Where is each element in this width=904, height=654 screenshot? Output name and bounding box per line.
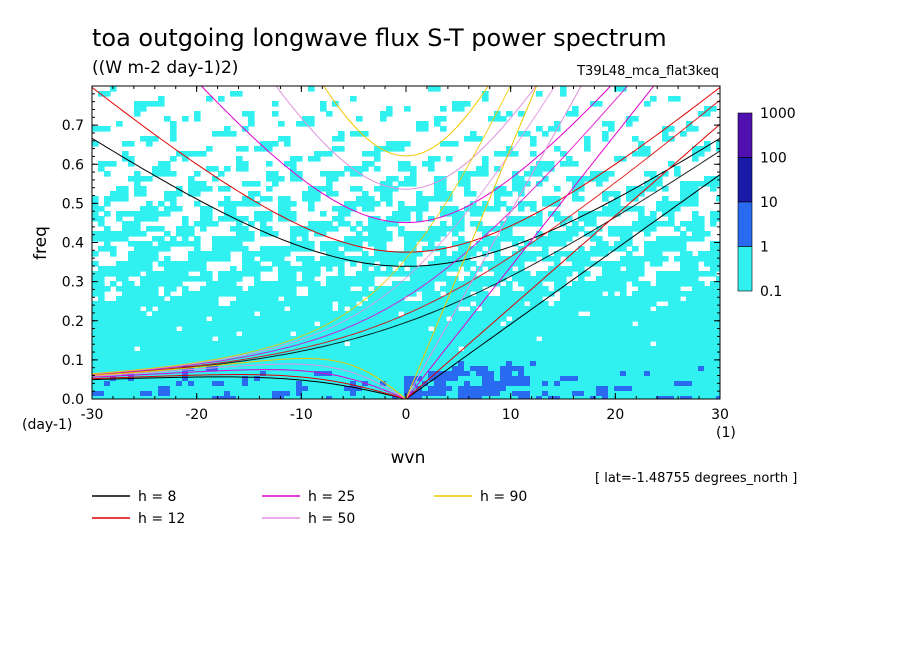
y-unit-label: (day-1) bbox=[22, 417, 72, 433]
y-axis-label: freq bbox=[31, 226, 51, 260]
legend-entry: h = 50 bbox=[262, 511, 355, 527]
x-tick-label: -20 bbox=[185, 407, 208, 423]
legend-entry: h = 25 bbox=[262, 489, 355, 505]
x-tick-label: 30 bbox=[711, 407, 729, 423]
legend-label: h = 12 bbox=[138, 511, 185, 527]
colorbar: 1000 100 10 1 0.1 bbox=[737, 106, 796, 300]
colorbar-level: 1000 bbox=[760, 106, 796, 122]
axis-ticks: -30 -20 -10 0 10 20 30 0.0 0.1 0.2 0.3 0.4 0.5 0.6 0.7 bbox=[62, 86, 729, 423]
x-tick-label: 20 bbox=[606, 407, 624, 423]
y-tick-label: 0.0 bbox=[62, 392, 84, 408]
y-tick-label: 0.6 bbox=[62, 157, 84, 173]
legend-entry: h = 12 bbox=[92, 511, 185, 527]
legend-label: h = 90 bbox=[480, 489, 527, 505]
colorbar-swatch bbox=[737, 201, 753, 247]
y-tick-label: 0.4 bbox=[62, 236, 84, 252]
x-axis-label: wvn bbox=[391, 448, 426, 468]
colorbar-level: 0.1 bbox=[760, 284, 782, 300]
legend-label: h = 8 bbox=[138, 489, 176, 505]
y-tick-label: 0.1 bbox=[62, 353, 84, 369]
experiment-label: T39L48_mca_flat3keq bbox=[576, 64, 719, 79]
x-tick-label: 10 bbox=[502, 407, 520, 423]
y-tick-label: 0.7 bbox=[62, 118, 84, 134]
chart-subtitle: ((W m-2 day-1)2) bbox=[92, 58, 238, 78]
x-tick-label: -10 bbox=[290, 407, 313, 423]
legend-label: h = 50 bbox=[308, 511, 355, 527]
x-unit-label: (1) bbox=[716, 425, 736, 441]
colorbar-level: 10 bbox=[760, 195, 778, 211]
curve-legend: h = 8 h = 12 h = 25 h = 50 h = 90 bbox=[92, 489, 527, 527]
y-tick-label: 0.3 bbox=[62, 275, 84, 291]
x-tick-label: 0 bbox=[402, 407, 411, 423]
chart-title: toa outgoing longwave flux S-T power spe… bbox=[92, 24, 667, 52]
colorbar-swatch bbox=[737, 157, 753, 203]
y-tick-label: 0.2 bbox=[62, 314, 84, 330]
y-tick-label: 0.5 bbox=[62, 196, 84, 212]
legend-label: h = 25 bbox=[308, 489, 355, 505]
colorbar-swatch bbox=[737, 246, 753, 292]
colorbar-level: 100 bbox=[760, 151, 787, 167]
spectrum-heatmap bbox=[92, 86, 720, 399]
colorbar-level: 1 bbox=[760, 240, 769, 256]
x-tick-label: -30 bbox=[81, 407, 104, 423]
dispersion-curves bbox=[92, 86, 720, 399]
legend-entry: h = 8 bbox=[92, 489, 176, 505]
latitude-footnote: [ lat=-1.48755 degrees_north ] bbox=[595, 471, 797, 486]
legend-entry: h = 90 bbox=[434, 489, 527, 505]
colorbar-swatch bbox=[737, 112, 753, 158]
